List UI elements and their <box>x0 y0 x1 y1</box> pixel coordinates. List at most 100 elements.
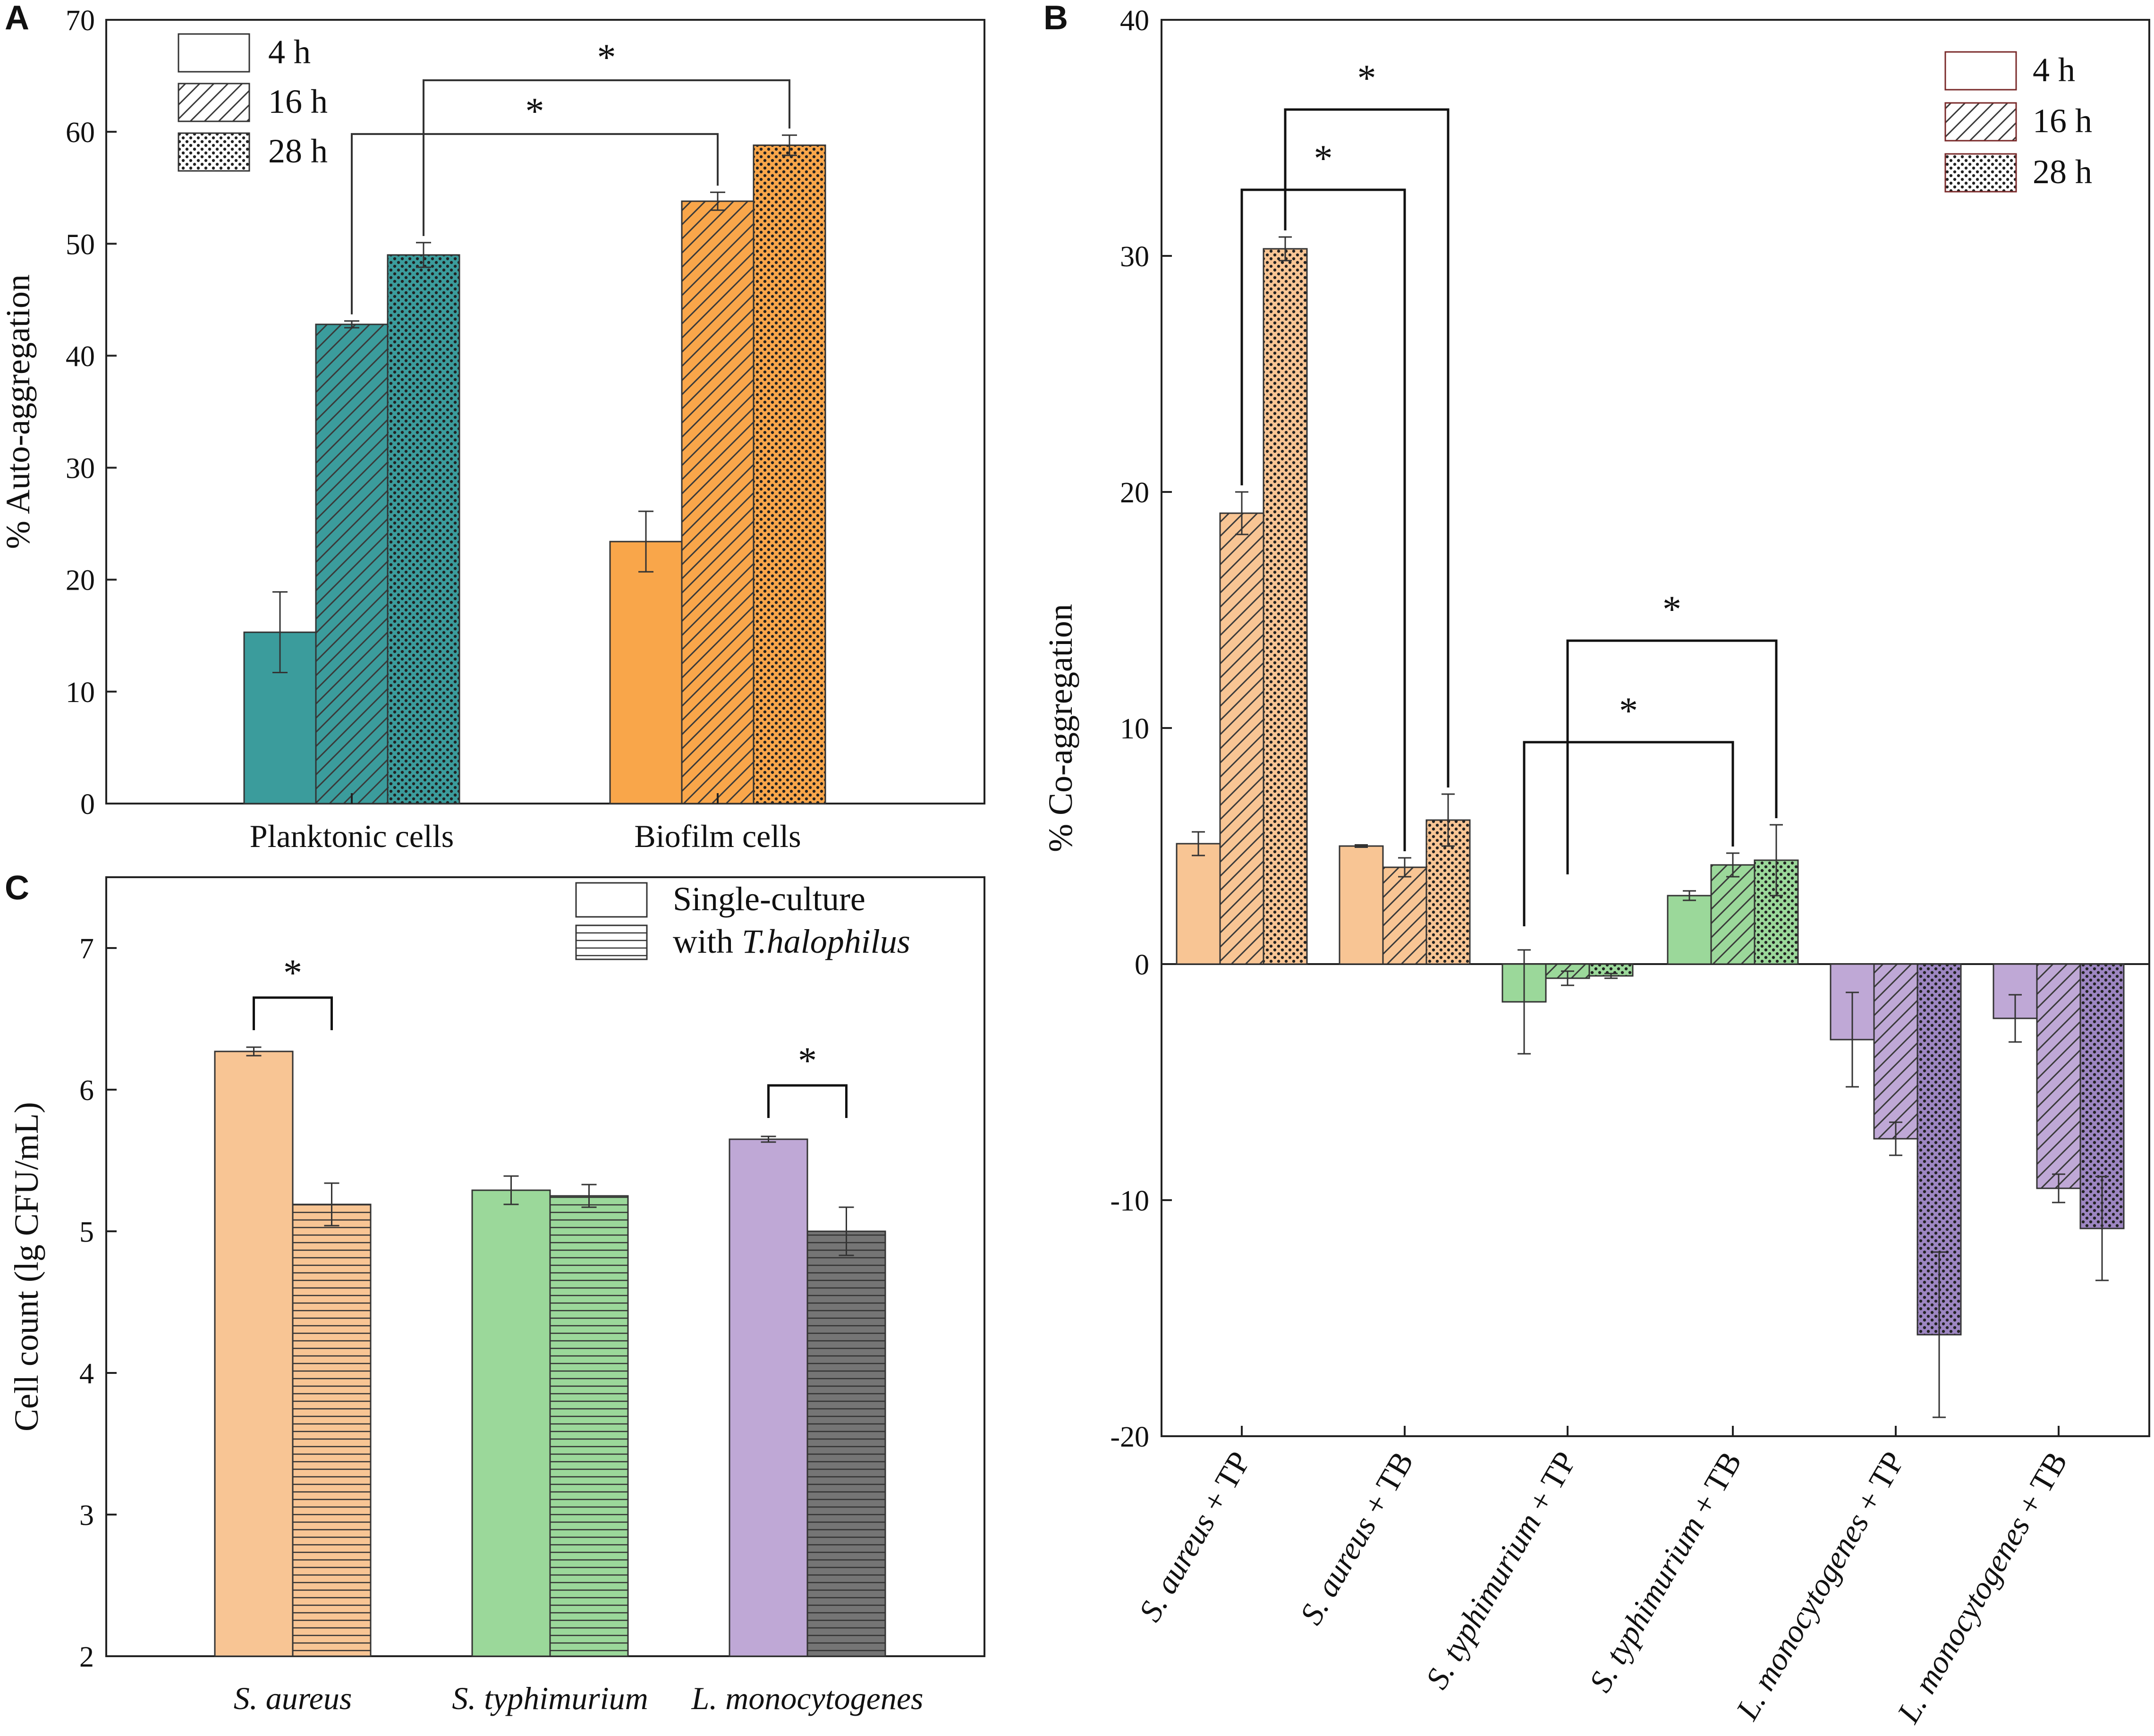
category-suffix: + TB <box>1680 1446 1748 1528</box>
bar <box>1219 512 1264 965</box>
legend-label: Single-culture <box>673 880 865 918</box>
significance-star: * <box>1357 58 1376 99</box>
category-suffix: + TP <box>1517 1446 1583 1525</box>
y-tick-label: 5 <box>79 1216 94 1248</box>
significance-star: * <box>798 1040 817 1082</box>
category-suffix: + TB <box>1352 1446 1420 1528</box>
significance-bracket <box>767 1084 848 1118</box>
x-category-label: Biofilm cells <box>634 818 801 854</box>
y-tick-label: 20 <box>1120 477 1149 509</box>
panel-c-chart: 2 3 4 5 6 7 Cell count (lg CFU/mL) S. aureus S. … <box>5 869 985 1716</box>
x-category-label: L. monocytogenes <box>691 1680 923 1716</box>
bar <box>1339 845 1384 965</box>
bar <box>549 1195 629 1657</box>
x-category-label: Planktonic cells <box>250 818 454 854</box>
bar <box>243 631 317 804</box>
y-tick-label: 50 <box>66 229 95 261</box>
bar <box>1382 866 1427 965</box>
bar <box>753 144 826 804</box>
category-species: S. aureus <box>1293 1510 1383 1630</box>
legend-swatch-horizontal-hatch-box <box>575 924 648 960</box>
legend-label: 4 h <box>268 33 311 71</box>
bar <box>806 1230 886 1657</box>
panel-b-chart: -20 -10 0 10 20 30 40 % Co-aggregation S. aureus… <box>1042 0 2150 1729</box>
significance-bracket <box>351 133 719 314</box>
y-tick-label: 10 <box>66 677 95 709</box>
category-species: S. aureus <box>1132 1507 1222 1627</box>
category-species: S. typhimurium <box>1418 1507 1548 1695</box>
significance-bracket <box>423 79 790 236</box>
significance-star: * <box>283 952 302 994</box>
significance-star: * <box>1314 138 1333 179</box>
legend-label: 28 h <box>2033 153 2092 191</box>
significance-star: * <box>1662 589 1681 630</box>
x-category-label: S. aureus + TP <box>1132 1446 1257 1627</box>
y-tick-label: 20 <box>66 565 95 597</box>
x-category-label: S. aureus + TB <box>1293 1446 1420 1631</box>
legend-label: 16 h <box>2033 102 2092 140</box>
y-tick-label: 2 <box>79 1641 94 1673</box>
x-category-label: S. typhimurium <box>452 1680 648 1716</box>
legend-swatch-open-box <box>575 882 648 918</box>
y-tick-label: 70 <box>66 5 95 37</box>
bar <box>609 541 683 804</box>
bar <box>1873 963 1918 1140</box>
x-category-label: S. typhimurium + TP <box>1418 1446 1583 1695</box>
y-tick-label: 60 <box>66 117 95 149</box>
y-tick-label: 30 <box>1120 241 1149 273</box>
panel-a-plot-frame <box>105 19 985 804</box>
legend-italic: T.halophilus <box>742 923 910 960</box>
y-tick-label: 6 <box>79 1075 94 1107</box>
category-species: S. typhimurium <box>1582 1510 1711 1698</box>
y-tick-label: 0 <box>1135 949 1149 981</box>
bar <box>387 254 460 804</box>
panel-label-a: A <box>5 0 29 37</box>
category-species: L. monocytogenes <box>1890 1510 2037 1729</box>
category-suffix: + TP <box>1191 1446 1257 1525</box>
panel-label-b: B <box>1043 0 1068 37</box>
bar <box>1667 895 1712 965</box>
y-axis-title: % Co-aggregation <box>1042 604 1079 852</box>
y-tick-label: 10 <box>1120 713 1149 745</box>
legend-label: 16 h <box>268 83 328 120</box>
y-tick-label: -20 <box>1110 1421 1149 1453</box>
significance-bracket <box>1284 108 1450 788</box>
bar <box>1263 248 1308 965</box>
category-suffix: + TB <box>2006 1446 2074 1528</box>
y-axis-title: % Auto-aggregation <box>0 274 37 549</box>
y-tick-label: -10 <box>1110 1185 1149 1217</box>
y-axis-title: Cell count (lg CFU/mL) <box>8 1102 45 1431</box>
significance-bracket <box>253 996 333 1030</box>
legend-swatch-dotted-box <box>1944 153 2017 193</box>
y-tick-label: 30 <box>66 453 95 485</box>
y-tick-label: 0 <box>80 788 95 821</box>
significance-bracket <box>1523 741 1734 926</box>
legend-prefix: with <box>673 923 742 960</box>
significance-star: * <box>597 37 616 78</box>
legend-swatch-diagonal-hatch-box <box>178 83 250 122</box>
legend-swatch-open-box <box>178 33 250 73</box>
x-category-label: L. monocytogenes + TB <box>1890 1446 2074 1729</box>
y-tick-label: 40 <box>1120 5 1149 37</box>
significance-star: * <box>1619 690 1638 732</box>
significance-bracket <box>1240 188 1406 851</box>
legend-label: 4 h <box>2033 51 2075 89</box>
bar <box>292 1203 372 1657</box>
x-category-label: L. monocytogenes + TP <box>1729 1446 1911 1726</box>
bar <box>681 200 755 804</box>
category-suffix: + TP <box>1845 1446 1911 1525</box>
y-tick-label: 3 <box>79 1499 94 1532</box>
legend-swatch-diagonal-hatch-box <box>1944 102 2017 142</box>
y-tick-label: 4 <box>79 1358 94 1390</box>
bar <box>1710 864 1755 965</box>
panel-b-plot-frame <box>1161 19 2150 1437</box>
y-tick-label: 7 <box>79 933 94 965</box>
x-category-label: S. aureus <box>234 1680 352 1716</box>
legend-label: with T.halophilus <box>673 923 910 960</box>
legend-swatch-dotted-box <box>178 132 250 172</box>
bar <box>2036 963 2081 1189</box>
bar <box>729 1138 808 1657</box>
significance-star: * <box>526 91 544 132</box>
significance-bracket <box>1566 639 1778 874</box>
